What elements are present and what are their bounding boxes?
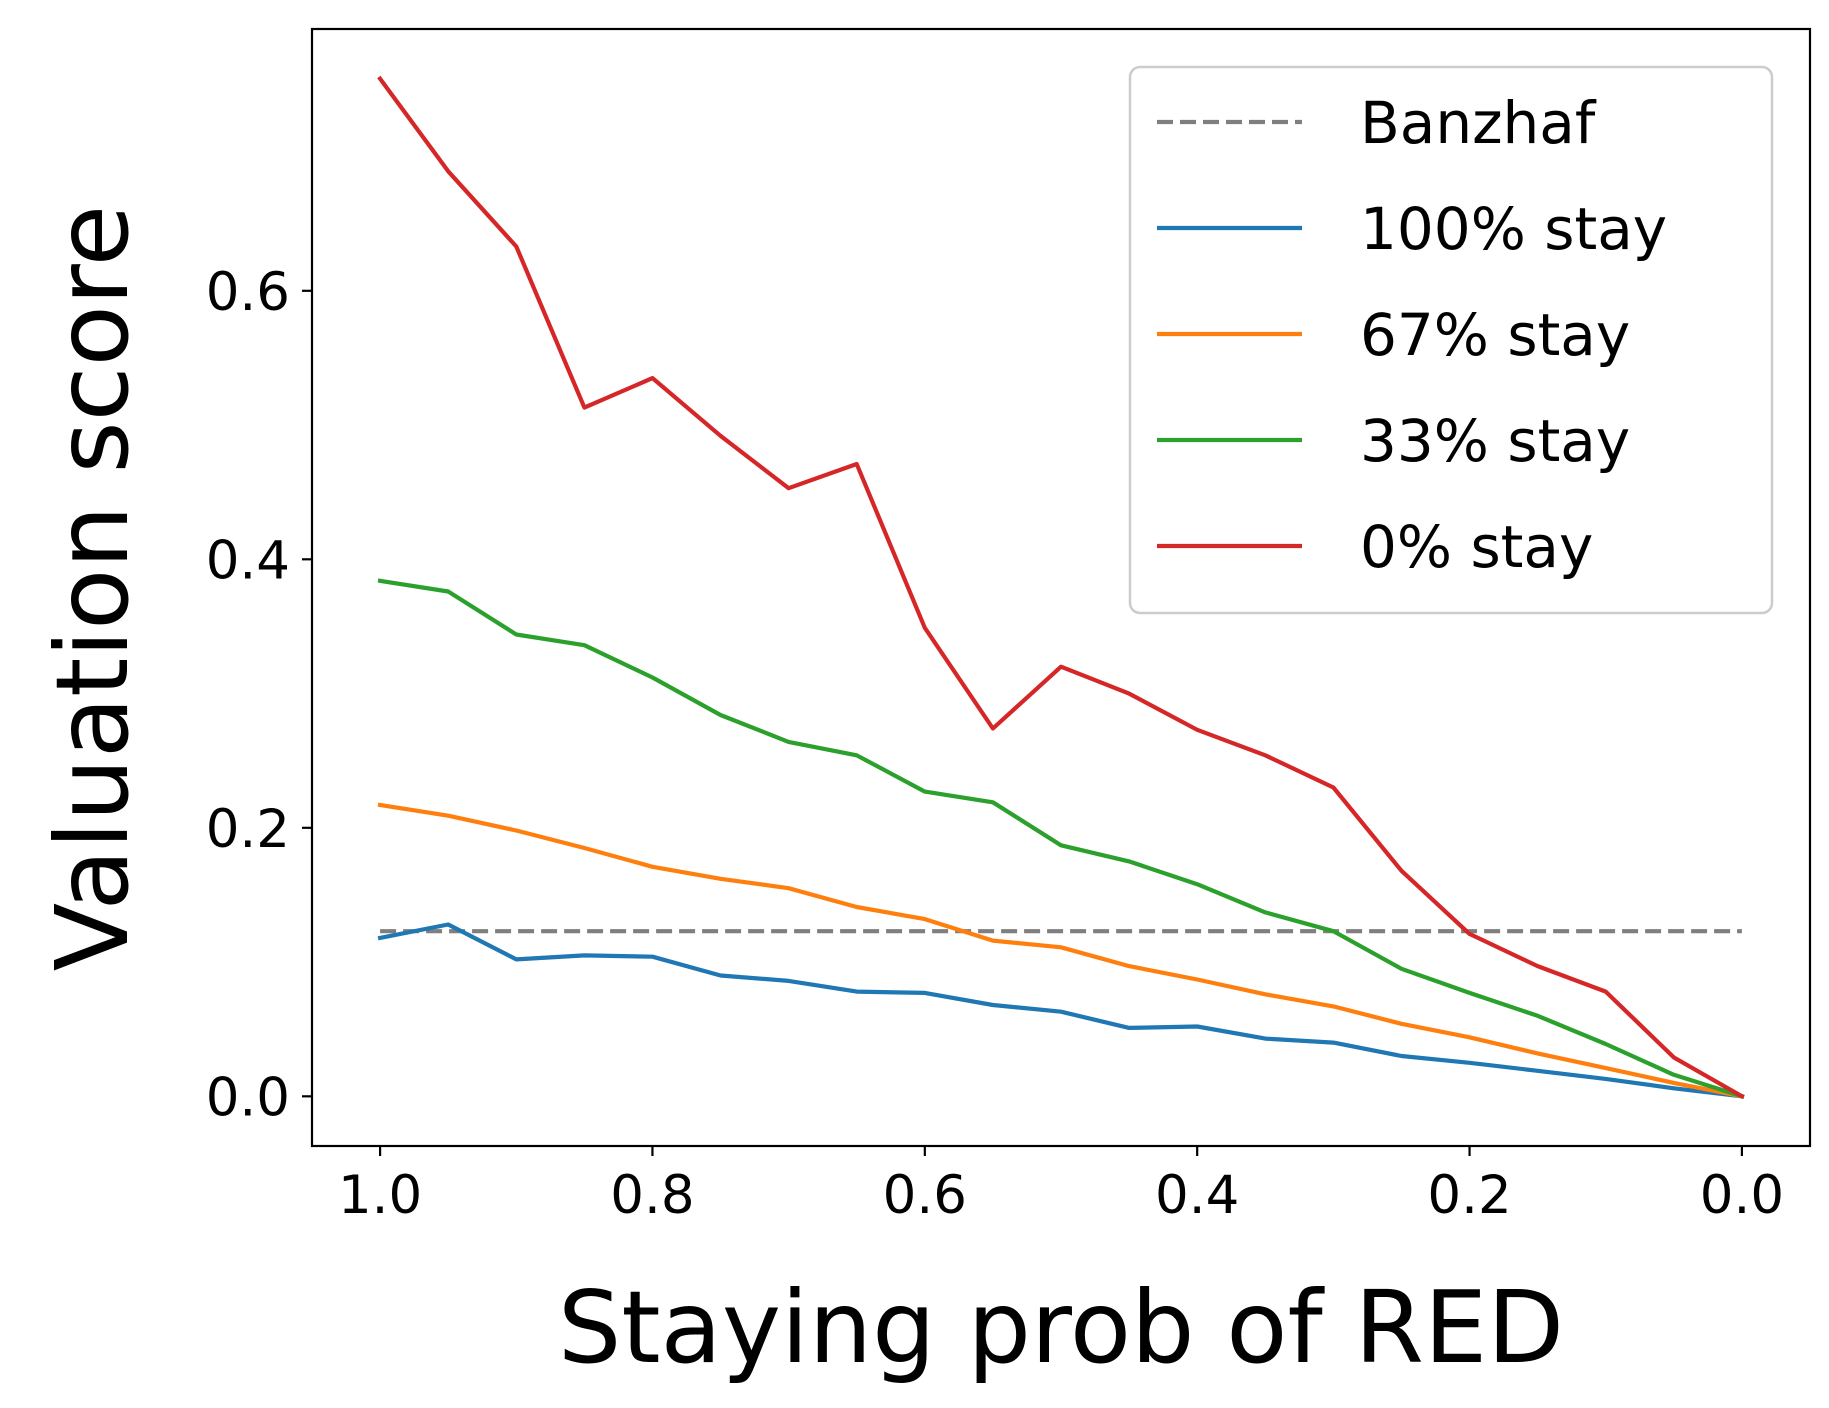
legend-label: 67% stay	[1360, 301, 1630, 369]
x-tick-label: 0.2	[1427, 1165, 1511, 1226]
legend-frame	[1128, 65, 1774, 615]
series-line-33pct-stay	[377, 578, 1745, 1099]
series-line-67pct-stay	[377, 802, 1745, 1099]
legend: Banzhaf 100% stay 67% stay 33% stay 0% stay	[1128, 65, 1774, 615]
legend-label: 33% stay	[1360, 407, 1630, 475]
series-line-0pct-stay	[377, 75, 1745, 1100]
x-tick-label: 1.0	[338, 1165, 422, 1226]
legend-label: 100% stay	[1360, 195, 1667, 263]
y-tick-label: 0.4	[206, 530, 290, 591]
legend-label: 0% stay	[1360, 513, 1593, 581]
y-axis-title: Valuation score	[34, 205, 151, 971]
x-tick-label: 0.6	[883, 1165, 967, 1226]
legend-label: Banzhaf	[1360, 89, 1597, 157]
y-tick-label: 0.0	[206, 1067, 290, 1128]
x-tick-label: 0.0	[1700, 1165, 1784, 1226]
y-tick-label: 0.2	[206, 799, 290, 860]
y-tick-label: 0.6	[206, 262, 290, 323]
legend-items: Banzhaf 100% stay 67% stay 33% stay 0% stay	[1157, 89, 1667, 581]
x-axis-title: Staying prob of RED	[558, 1269, 1564, 1386]
series-line-100pct-stay	[377, 922, 1745, 1099]
x-tick-label: 0.8	[610, 1165, 694, 1226]
ticks-layer: 1.0 0.8 0.6 0.4 0.2 0.0 0.0 0.2 0.4 0.6	[206, 262, 1784, 1226]
series-layer	[377, 75, 1745, 1100]
plot-frame	[310, 27, 1812, 1148]
x-tick-label: 0.4	[1155, 1165, 1239, 1226]
